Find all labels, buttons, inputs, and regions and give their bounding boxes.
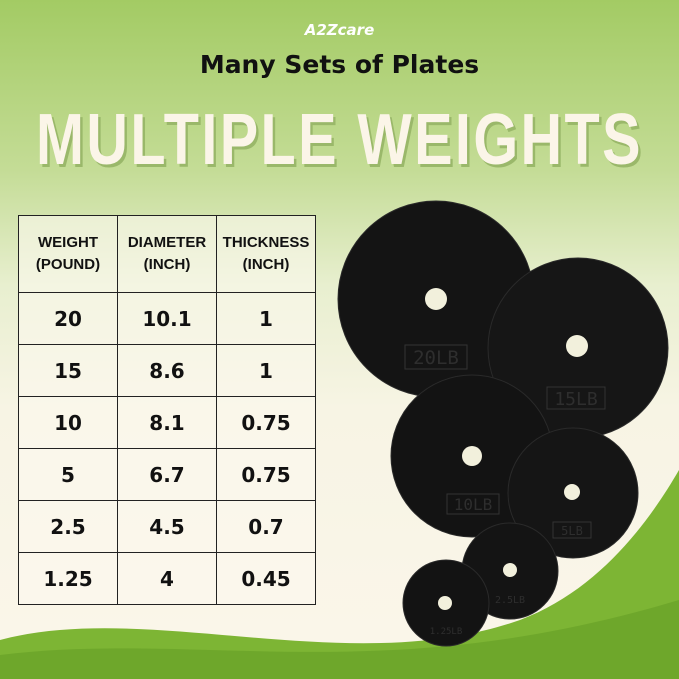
plate-label: 2.5LB xyxy=(495,595,525,606)
plate-20lb: 20LB xyxy=(337,200,535,398)
header-thickness: THICKNESS (INCH) xyxy=(216,215,316,293)
table-row: 15 8.6 1 xyxy=(18,344,316,397)
table-row: 5 6.7 0.75 xyxy=(18,448,316,501)
cell: 0.75 xyxy=(216,448,316,501)
brand-logo: A2Zcare xyxy=(304,21,375,39)
plate-label: 20LB xyxy=(413,347,459,369)
cell: 4.5 xyxy=(117,500,217,553)
cell: 10.1 xyxy=(117,292,217,345)
plate-label: 10LB xyxy=(454,495,493,514)
cell: 5 xyxy=(18,448,118,501)
cell: 0.7 xyxy=(216,500,316,553)
cell: 1 xyxy=(216,292,316,345)
cell: 0.75 xyxy=(216,396,316,449)
plate-15lb: 15LB xyxy=(487,257,669,439)
table-row: 20 10.1 1 xyxy=(18,292,316,345)
cell: 6.7 xyxy=(117,448,217,501)
page-title: MULTIPLE WEIGHTS xyxy=(36,100,643,180)
header-diameter: DIAMETER (INCH) xyxy=(117,215,217,293)
table-row: 1.25 4 0.45 xyxy=(18,552,316,605)
cell: 1 xyxy=(216,344,316,397)
cell: 1.25 xyxy=(18,552,118,605)
weights-table: WEIGHT (POUND) DIAMETER (INCH) THICKNESS (I… xyxy=(18,215,316,605)
subtitle: Many Sets of Plates xyxy=(199,50,480,79)
cell: 8.6 xyxy=(117,344,217,397)
plate-5lb: 5LB xyxy=(507,427,639,559)
plate-label: 15LB xyxy=(554,389,597,410)
plate-1-25lb: 1.25LB xyxy=(402,559,490,647)
plate-label: 1.25LB xyxy=(430,627,463,637)
plate-label: 5LB xyxy=(561,524,583,538)
cell: 0.45 xyxy=(216,552,316,605)
cell: 20 xyxy=(18,292,118,345)
